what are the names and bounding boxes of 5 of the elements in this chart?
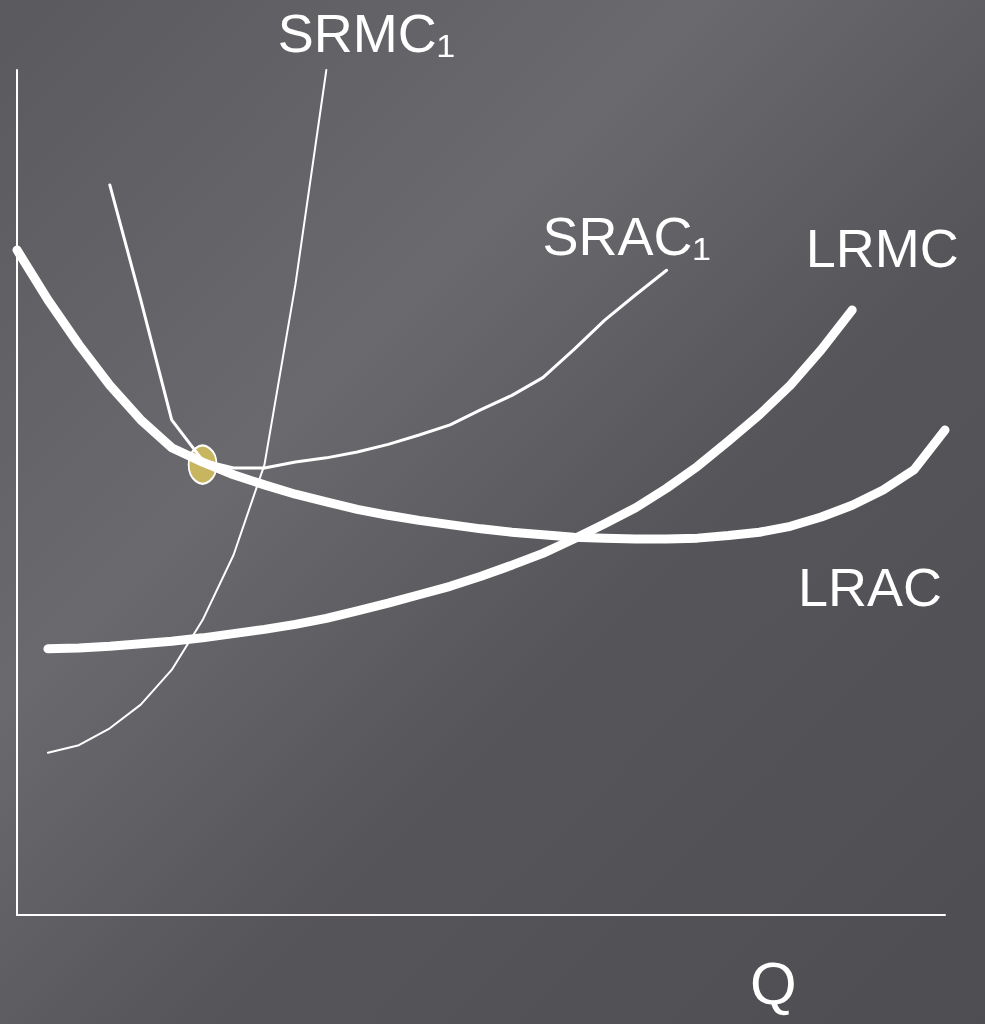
series-label: SRMC₁ [277,3,455,63]
series-label: LRMC [805,217,959,278]
series-label: SRAC₁ [542,206,711,267]
x-axis-title: Q [750,949,797,1017]
series-label: LRAC [797,556,943,617]
